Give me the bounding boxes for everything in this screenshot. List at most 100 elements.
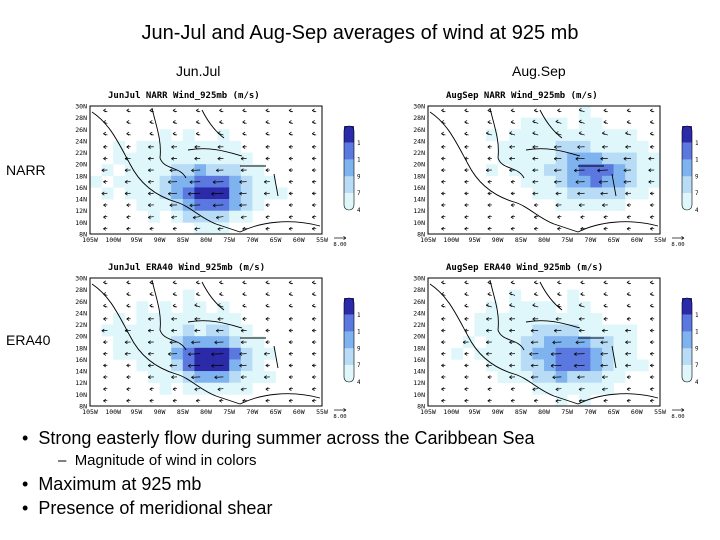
shading-cell (217, 175, 230, 188)
wind-vector (288, 108, 294, 113)
shading-cell (578, 336, 591, 349)
shading-cell (578, 117, 591, 130)
wind-vector (189, 203, 201, 208)
shading-cell (217, 164, 230, 177)
wind-vector (312, 108, 317, 113)
wind-vector (312, 387, 317, 392)
wind-vector (441, 215, 446, 220)
shading-cell (544, 312, 556, 325)
wind-vector (555, 387, 562, 392)
wind-vector (217, 131, 224, 136)
wind-vector (510, 387, 516, 392)
wind-vector (464, 145, 469, 149)
wind-vector (600, 340, 608, 345)
shading-cell (217, 347, 230, 360)
wind-vector (148, 328, 154, 333)
wind-vector (219, 292, 224, 296)
wind-vector (625, 191, 632, 196)
shading-cell (497, 371, 510, 384)
shading-cell (613, 152, 626, 165)
shading-cell (136, 164, 149, 177)
wind-map-junjul-era40: JunJul ERA40 Wind_925mb (m/s) 30N 28N 26N 24… (60, 258, 360, 426)
shading-cell (113, 175, 126, 188)
shading-cell (264, 371, 276, 384)
wind-vector (626, 108, 632, 113)
shading-cell (182, 382, 195, 395)
shading-cell (474, 312, 487, 325)
wind-vector (312, 120, 317, 124)
shading-cell (182, 324, 195, 337)
wind-vector (196, 108, 201, 113)
lat-tick-label: 28N (75, 286, 87, 294)
wind-vector (486, 303, 492, 308)
shading-cell (578, 301, 591, 314)
wind-vector (191, 375, 201, 380)
wind-vector (648, 168, 655, 173)
shading-cell (602, 199, 614, 212)
lon-tick-label: 60W (293, 408, 305, 416)
wind-vector (126, 108, 131, 113)
shading-cell (194, 140, 207, 153)
wind-vector (101, 328, 108, 333)
shading-cell (217, 336, 230, 349)
shading-cell (182, 164, 195, 177)
wind-vector (555, 203, 562, 208)
wind-vector (219, 108, 224, 113)
wind-vector (288, 387, 294, 392)
lat-tick-label: 18N (413, 172, 425, 180)
wind-vector (168, 352, 178, 356)
wind-vector (554, 180, 562, 184)
shading-cell (544, 187, 556, 200)
wind-vector (603, 226, 608, 231)
wind-vector (103, 120, 108, 124)
shading-cell (240, 164, 253, 177)
colorbar-label: 12 (357, 157, 360, 164)
wind-vector (600, 156, 608, 161)
shading-cell (578, 347, 591, 360)
wind-vector (188, 352, 201, 357)
lat-tick-label: 18N (413, 344, 425, 352)
wind-vector (103, 215, 108, 220)
wind-vector (103, 375, 108, 380)
wind-vector (148, 145, 154, 149)
wind-vector (126, 280, 131, 285)
wind-vector (650, 145, 655, 149)
wind-vector (312, 131, 317, 136)
lat-tick-label: 10N (413, 391, 425, 399)
shading-cell (602, 382, 614, 395)
lat-tick-label: 20N (413, 333, 425, 341)
wind-vector (532, 191, 539, 196)
wind-vector (487, 215, 492, 220)
colorbar-label: 7 (695, 362, 698, 369)
wind-vector (148, 352, 154, 356)
shading-cell (171, 187, 184, 200)
lat-tick-label: 12N (75, 207, 87, 215)
colorbar-label: 4.5 (357, 207, 360, 214)
wind-vector (510, 203, 516, 208)
wind-vector (510, 191, 516, 196)
reference-vector (672, 236, 685, 240)
shading-cell (602, 336, 614, 349)
wind-vector (196, 131, 201, 136)
shading-cell (252, 359, 265, 372)
wind-vector (626, 203, 632, 208)
wind-vector (603, 215, 608, 220)
wind-vector (487, 280, 492, 285)
wind-vector (172, 226, 178, 231)
wind-vector (265, 131, 270, 136)
wind-vector (242, 317, 247, 321)
wind-vector (464, 387, 469, 392)
wind-vector (578, 387, 585, 392)
shading-cell (648, 152, 661, 165)
wind-vector (625, 131, 632, 136)
wind-map-junjul-narr: JunJul NARR Wind_925mb (m/s) 30N 28N 26N 24N… (60, 86, 360, 254)
wind-vector (103, 398, 108, 403)
wind-vector (126, 363, 131, 368)
wind-vector (648, 156, 655, 161)
shading-cell (217, 371, 230, 384)
shading-cell (148, 347, 160, 360)
wind-vector (124, 168, 131, 173)
shading-cell (182, 175, 195, 188)
lon-tick-label: 65W (270, 236, 282, 244)
wind-vector (288, 328, 294, 333)
